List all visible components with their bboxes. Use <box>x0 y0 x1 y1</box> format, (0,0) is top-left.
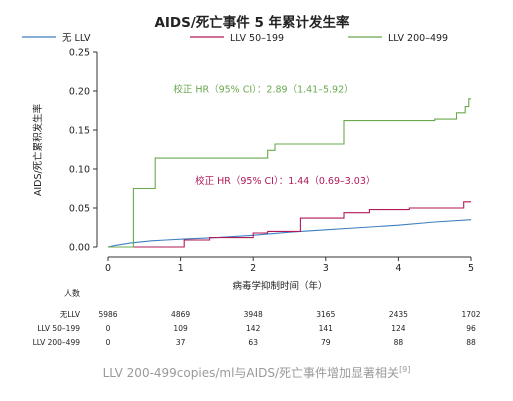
hr-annotation-0: 校正 HR（95% CI）：2.89（1.41–5.92） <box>173 84 353 96</box>
risk-cell: 0 <box>106 324 111 333</box>
risk-table-title: 人数 <box>64 288 80 298</box>
x-tick-label: 4 <box>395 263 401 274</box>
y-tick-label: 0.05 <box>69 204 90 215</box>
risk-cell: 4869 <box>171 310 190 319</box>
legend-label-2: LLV 200–499 <box>388 33 448 44</box>
risk-cell: 37 <box>176 338 186 347</box>
risk-cell: 3165 <box>316 310 335 319</box>
chart-title: AIDS/死亡事件 5 年累计发生率 <box>154 14 350 31</box>
series-line-2 <box>108 98 471 248</box>
risk-cell: 96 <box>466 324 476 333</box>
x-tick-label: 2 <box>250 263 256 274</box>
y-tick-label: 0.20 <box>69 87 90 98</box>
risk-row-label: LLV 200–499 <box>33 338 81 347</box>
risk-cell: 79 <box>321 338 331 347</box>
annotations: 校正 HR（95% CI）：2.89（1.41–5.92） 校正 HR（95% C… <box>173 84 375 187</box>
x-tick-label: 1 <box>178 263 184 274</box>
figure-caption: LLV 200-499copies/ml与AIDS/死亡事件增加显著相关[9] <box>0 364 513 381</box>
risk-cell: 88 <box>394 338 404 347</box>
risk-cell: 141 <box>319 324 334 333</box>
hr-annotation-1: 校正 HR（95% CI）：1.44（0.69–3.03） <box>195 175 375 187</box>
legend-label-1: LLV 50–199 <box>230 33 284 44</box>
series-line-0 <box>107 219 472 248</box>
x-tick-label: 3 <box>323 263 329 274</box>
y-tick-label: 0.00 <box>69 243 90 254</box>
risk-cell: 142 <box>246 324 261 333</box>
risk-cell: 1702 <box>461 310 480 319</box>
legend: 无 LLV LLV 50–199 LLV 200–499 <box>22 33 448 44</box>
risk-cell: 0 <box>106 338 111 347</box>
risk-row-label: 无LLV <box>60 310 81 319</box>
caption-text: LLV 200-499copies/ml与AIDS/死亡事件增加显著相关 <box>102 366 400 380</box>
series-line-1 <box>108 201 471 248</box>
risk-cell: 3948 <box>244 310 263 319</box>
axes: 0.00 0.05 0.10 0.15 0.20 0.25 0 1 2 3 4 5 <box>69 48 474 275</box>
caption-reference: [9] <box>399 365 411 374</box>
x-tick-label: 0 <box>105 263 111 274</box>
y-tick-label: 0.15 <box>69 126 90 137</box>
risk-cell: 109 <box>173 324 188 333</box>
y-axis-label: AIDS/死亡累积发生率 <box>32 103 44 196</box>
kaplan-meier-chart: AIDS/死亡事件 5 年累计发生率 无 LLV LLV 50–199 LLV 20… <box>22 14 481 347</box>
series-layer <box>107 98 472 248</box>
risk-cell: 63 <box>248 338 258 347</box>
risk-cell: 2435 <box>389 310 408 319</box>
x-axis-label: 病毒学抑制时间（年） <box>232 280 327 292</box>
risk-cell: 88 <box>466 338 476 347</box>
risk-cell: 124 <box>391 324 406 333</box>
legend-label-0: 无 LLV <box>62 33 91 44</box>
y-tick-label: 0.10 <box>69 165 90 176</box>
y-tick-label: 0.25 <box>69 48 90 59</box>
x-tick-label: 5 <box>468 263 474 274</box>
risk-row-label: LLV 50–199 <box>37 324 80 333</box>
risk-cell: 5986 <box>98 310 117 319</box>
